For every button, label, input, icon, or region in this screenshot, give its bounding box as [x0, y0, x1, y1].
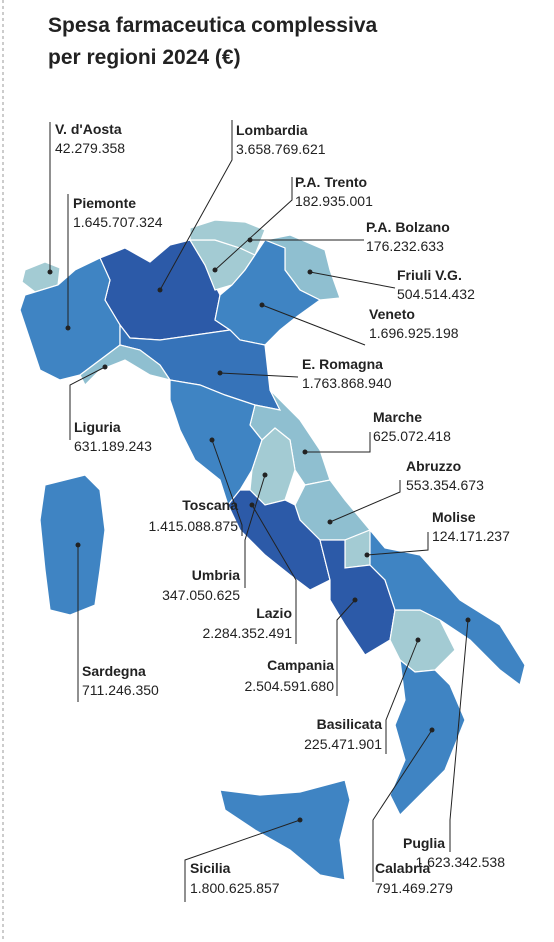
- labels: V. d'Aosta 42.279.358 Lombardia 3.658.769.6…: [55, 121, 510, 896]
- leader-line: [159, 120, 233, 291]
- regions: [19, 219, 526, 881]
- region-value: 1.623.342.538: [415, 854, 505, 870]
- leader-line: [261, 304, 366, 346]
- leader-dot: [217, 370, 223, 376]
- region-shape: [219, 779, 351, 881]
- region-value: 42.279.358: [55, 140, 125, 156]
- leader-dot: [297, 817, 303, 823]
- region-shape: [169, 379, 263, 507]
- region-name: Sicilia: [190, 860, 231, 876]
- region-name: P.A. Bolzano: [366, 219, 450, 235]
- region-value: 176.232.633: [366, 238, 444, 254]
- leader-dot: [249, 502, 255, 508]
- leader-dot: [47, 269, 53, 275]
- leader-line: [336, 599, 356, 696]
- region-name: E. Romagna: [302, 356, 383, 372]
- leader-dot: [302, 449, 308, 455]
- region-name: V. d'Aosta: [55, 121, 122, 137]
- region-name: P.A. Trento: [295, 174, 367, 190]
- region-name: Puglia: [403, 835, 445, 851]
- region-name: Toscana: [182, 497, 238, 513]
- leader-line: [309, 271, 396, 289]
- region-value: 1.763.868.940: [302, 375, 392, 391]
- leader-line: [449, 619, 469, 852]
- leader-dot: [102, 364, 108, 370]
- title-line: per regioni 2024 (€): [48, 46, 241, 69]
- region-value: 1.645.707.324: [73, 214, 163, 230]
- region-value: 182.935.001: [295, 193, 373, 209]
- region-value: 347.050.625: [162, 587, 240, 603]
- region-name: Umbria: [192, 567, 240, 583]
- leader-dot: [429, 727, 435, 733]
- region-value: 1.696.925.198: [369, 325, 459, 341]
- leader-line: [211, 439, 243, 536]
- leader-dot: [262, 472, 268, 478]
- region-shape: [227, 489, 331, 591]
- leader-dot: [247, 237, 253, 243]
- region-name: Lazio: [256, 605, 292, 621]
- region-name: Liguria: [74, 419, 121, 435]
- leader-dot: [352, 597, 358, 603]
- leader-line: [214, 177, 293, 271]
- leader-dot: [212, 267, 218, 273]
- region-value: 631.189.243: [74, 438, 152, 454]
- region-value: 1.800.625.857: [190, 880, 280, 896]
- leader-dot: [65, 325, 71, 331]
- leader-dot: [157, 287, 163, 293]
- region-name: Campania: [267, 657, 334, 673]
- leader-dot: [259, 302, 265, 308]
- region-value: 553.354.673: [406, 477, 484, 493]
- region-name: Marche: [373, 409, 422, 425]
- title-line: Spesa farmaceutica complessiva: [48, 14, 378, 37]
- region-name: Veneto: [369, 306, 415, 322]
- region-name: Lombardia: [236, 122, 308, 138]
- region-value: 2.284.352.491: [202, 625, 292, 641]
- leader-dot: [415, 637, 421, 643]
- leader-dot: [465, 617, 471, 623]
- leader-dot: [307, 269, 313, 275]
- leader-dot: [327, 519, 333, 525]
- leader-lines: [47, 120, 471, 902]
- region-name: Basilicata: [317, 716, 383, 732]
- region-value: 124.171.237: [432, 528, 510, 544]
- region-value: 625.072.418: [373, 428, 451, 444]
- leader-line: [366, 532, 429, 556]
- region-shape: [39, 474, 106, 616]
- leader-line: [219, 372, 299, 378]
- leader-line: [244, 474, 266, 588]
- leader-line: [251, 504, 297, 644]
- region-value: 504.514.432: [397, 286, 475, 302]
- leader-dot: [75, 542, 81, 548]
- leader-line: [69, 366, 106, 440]
- leader-dot: [209, 437, 215, 443]
- region-name: Sardegna: [82, 663, 146, 679]
- region-value: 1.415.088.875: [148, 518, 238, 534]
- region-name: Calabria: [375, 860, 430, 876]
- leader-line: [329, 480, 401, 523]
- leader-dot: [364, 552, 370, 558]
- region-name: Friuli V.G.: [397, 267, 462, 283]
- region-name: Abruzzo: [406, 458, 461, 474]
- leader-line: [372, 729, 433, 882]
- region-name: Molise: [432, 509, 476, 525]
- region-value: 3.658.769.621: [236, 141, 326, 157]
- region-value: 225.471.901: [304, 736, 382, 752]
- leader-line: [305, 432, 371, 453]
- leader-line: [184, 819, 301, 902]
- region-shape: [214, 239, 322, 346]
- region-name: Piemonte: [73, 195, 136, 211]
- region-shape: [369, 528, 526, 687]
- leader-line: [385, 639, 419, 754]
- region-value: 2.504.591.680: [244, 678, 334, 694]
- region-value: 711.246.350: [82, 682, 159, 698]
- region-value: 791.469.279: [375, 880, 453, 896]
